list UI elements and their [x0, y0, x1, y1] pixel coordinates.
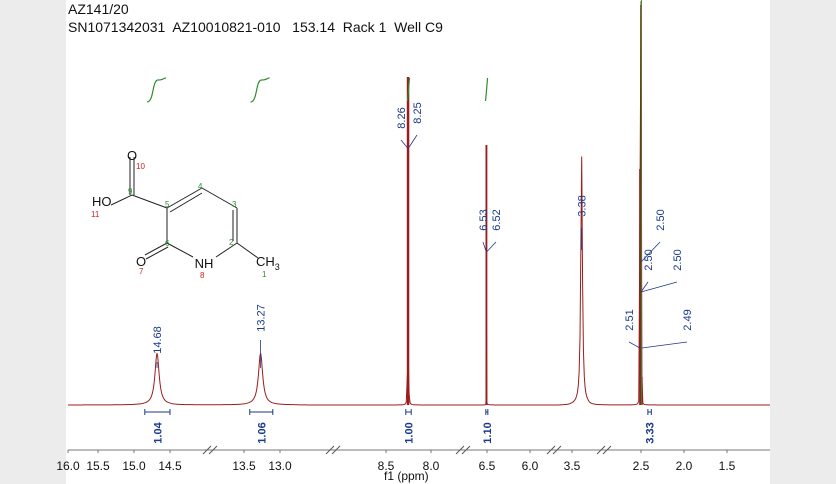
atom-number-10: 10: [136, 162, 145, 171]
peak-label-connector: [640, 281, 649, 293]
x-tick-label: 8.0: [423, 459, 440, 473]
peak-label: 3.38: [577, 195, 589, 216]
peak-label: 6.52: [491, 209, 503, 230]
integral-value: 1.00: [404, 422, 416, 443]
x-tick-label: 14.5: [158, 459, 182, 473]
atom-nh: NH: [195, 256, 214, 271]
atom-number-8: 8: [200, 271, 205, 280]
integral-curve: [484, 77, 489, 102]
axis-break-mark: [552, 445, 562, 455]
integral-value: 3.33: [645, 422, 657, 443]
integral-curve: [406, 77, 411, 102]
peak-label: 2.51: [624, 309, 636, 330]
x-tick-label: 8.5: [378, 459, 395, 473]
peak-label-connector: [640, 241, 661, 263]
peak-label-connector: [486, 241, 497, 253]
atom-number-11: 11: [91, 210, 100, 219]
atom-ch3: CH3: [256, 254, 280, 272]
peak-label: 14.68: [152, 326, 164, 354]
integral-curve: [146, 77, 167, 103]
x-tick-label: 6.0: [522, 459, 539, 473]
peak-label-connector: [400, 139, 408, 149]
peak-label-connector: [408, 134, 418, 149]
atom-number-5: 5: [165, 200, 170, 209]
x-tick-label: 16.0: [56, 459, 80, 473]
peak-label: 2.50: [655, 209, 667, 230]
peak-label: 2.49: [682, 309, 694, 330]
atom-ho: HO: [92, 194, 112, 209]
sample-id-title: AZ141/20: [68, 1, 129, 17]
atom-number-9: 9: [128, 187, 133, 196]
spectrum-trace: [68, 1, 770, 406]
atom-o-carbonyl: O: [127, 148, 137, 163]
peak-label: 8.25: [412, 102, 424, 123]
atom-number-4: 4: [198, 182, 203, 191]
x-tick-label: 13.5: [232, 459, 256, 473]
peak-label: 13.27: [256, 304, 268, 332]
x-tick-label: 3.5: [564, 459, 581, 473]
atom-o-ring: O: [136, 254, 146, 269]
axis-break-mark: [602, 445, 612, 455]
peak-label: 6.53: [478, 209, 490, 230]
axis-break-mark: [202, 445, 212, 455]
peak-label: 2.50: [643, 249, 655, 270]
x-tick-label: 13.0: [268, 459, 292, 473]
x-tick-label: 15.5: [86, 459, 110, 473]
molecule-structure: O HO O NH CH3 1 2 3 4 5 6 7 8 9 10 11: [91, 148, 280, 280]
peak-label-connector: [628, 341, 641, 349]
sample-details-line: SN1071342031 AZ10010821-010 153.14 Rack …: [68, 19, 443, 35]
axis-break-mark: [461, 445, 471, 455]
atom-number-6: 6: [165, 239, 170, 248]
axis-break-mark: [546, 445, 556, 455]
atom-number-7: 7: [139, 267, 144, 276]
integral-curve: [250, 77, 270, 103]
atom-number-2: 2: [229, 238, 234, 247]
peak-label-connector: [641, 341, 688, 349]
peak-label: 8.26: [396, 107, 408, 128]
integral-value: 1.10: [482, 422, 494, 443]
x-tick-label: 15.0: [122, 459, 146, 473]
peak-label: 2.50: [672, 249, 684, 270]
x-tick-label: 1.5: [719, 459, 736, 473]
x-axis-label: f1 (ppm): [384, 469, 429, 483]
x-tick-label: 6.5: [479, 459, 496, 473]
atom-number-3: 3: [232, 200, 237, 209]
x-tick-label: 2.0: [676, 459, 693, 473]
axis-break-mark: [208, 445, 218, 455]
axis-break-mark: [325, 445, 335, 455]
integral-value: 1.04: [152, 421, 164, 443]
integral-value: 1.06: [256, 422, 268, 443]
axis-break-mark: [596, 445, 606, 455]
axis-break-mark: [331, 445, 341, 455]
atom-number-1: 1: [262, 270, 267, 279]
peak-label-connector: [482, 241, 487, 253]
x-tick-label: 2.5: [633, 459, 650, 473]
peak-label-connector: [640, 281, 678, 293]
axis-break-mark: [455, 445, 465, 455]
